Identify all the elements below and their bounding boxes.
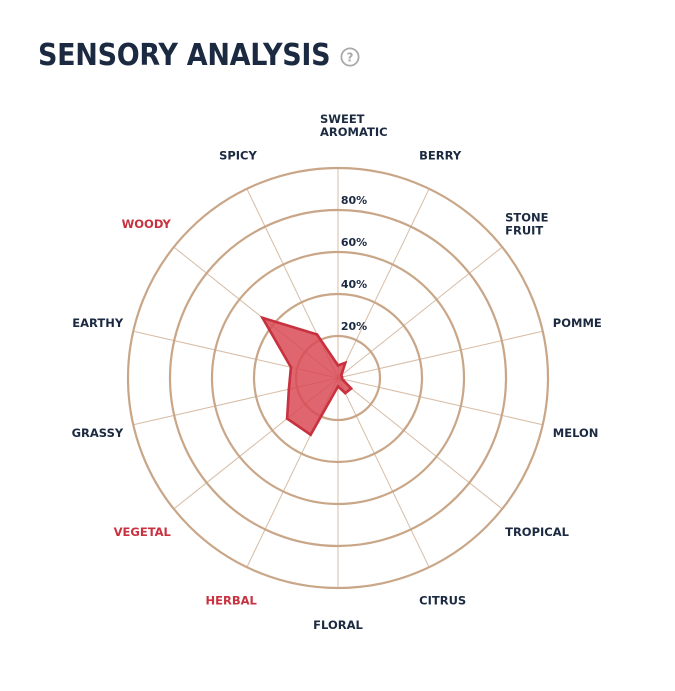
category-label: VEGETAL [114, 525, 172, 539]
radial-ticks: 20% 40% 60% 80% [341, 194, 367, 333]
category-label-line: TROPICAL [505, 525, 570, 539]
data-point [340, 375, 344, 379]
spoke-line [337, 377, 503, 510]
spoke-line [337, 330, 543, 379]
category-label: CITRUS [419, 594, 466, 608]
spoke-line [337, 377, 543, 426]
category-label-line: AROMATIC [320, 125, 388, 139]
category-label-line: VEGETAL [114, 525, 172, 539]
question-circle-icon[interactable]: ? [340, 46, 360, 67]
tick-label: 20% [341, 320, 367, 333]
tick-label: 80% [341, 194, 367, 207]
category-label: POMME [553, 316, 602, 330]
category-label: STONE FRUIT [505, 211, 549, 238]
data-point [343, 361, 347, 365]
data-point [261, 316, 264, 320]
category-label: EARTHY [72, 316, 124, 330]
category-label: SWEET AROMATIC [320, 112, 388, 139]
category-label: BERRY [419, 148, 462, 162]
grid-ring [168, 208, 508, 548]
category-label-line: GRASSY [72, 426, 124, 440]
data-point [336, 364, 340, 367]
data-point [287, 387, 291, 391]
grid-ring [126, 166, 550, 590]
category-label-line: POMME [553, 316, 602, 330]
svg-text:?: ? [347, 50, 354, 64]
data-point [309, 433, 312, 437]
data-point [343, 391, 347, 395]
tick-label: 60% [341, 236, 367, 249]
category-label-line: FLORAL [313, 618, 363, 632]
data-point [289, 365, 293, 369]
spoke-line [337, 246, 503, 379]
data-point [340, 377, 344, 381]
category-label: GRASSY [72, 426, 124, 440]
category-label: MELON [553, 426, 599, 440]
header: SENSORY ANALYSIS ? [38, 38, 360, 73]
grid-ring [252, 292, 424, 464]
category-label-line: WOODY [122, 217, 172, 231]
category-label: WOODY [122, 217, 172, 231]
category-label-line: HERBAL [205, 594, 257, 608]
category-label: TROPICAL [505, 525, 570, 539]
category-labels: SWEET AROMATIC BERRY STONE FRUIT POMME MELON TR… [72, 112, 602, 632]
category-label-line: EARTHY [72, 316, 124, 330]
category-label: FLORAL [313, 618, 363, 632]
category-label-line: FRUIT [505, 224, 543, 238]
spoke-line [337, 188, 430, 379]
tick-label: 40% [341, 278, 367, 291]
category-label-line: CITRUS [419, 594, 466, 608]
category-label-line: BERRY [419, 148, 462, 162]
radar-data [259, 315, 354, 437]
data-point [336, 385, 340, 388]
data-point [285, 417, 289, 420]
category-label: SPICY [219, 148, 257, 162]
category-label: HERBAL [205, 594, 257, 608]
grid-ring [210, 250, 466, 506]
spoke-line [337, 377, 430, 568]
category-label-line: SPICY [219, 148, 257, 162]
category-label-line: MELON [553, 426, 599, 440]
data-point [315, 333, 319, 336]
category-label-line: STONE [505, 211, 549, 225]
data-point [349, 387, 353, 390]
page-title: SENSORY ANALYSIS [38, 38, 331, 73]
category-label-line: SWEET [320, 112, 365, 126]
